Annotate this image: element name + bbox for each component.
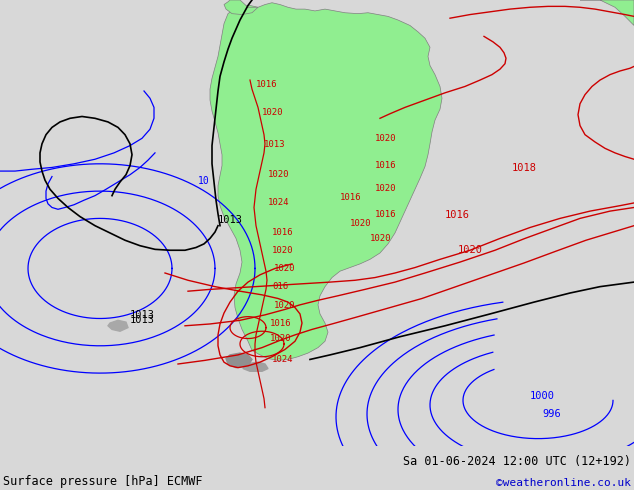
Text: 1020: 1020 <box>458 245 483 255</box>
Polygon shape <box>224 0 258 15</box>
Text: 1018: 1018 <box>512 163 537 173</box>
Text: Sa 01-06-2024 12:00 UTC (12+192): Sa 01-06-2024 12:00 UTC (12+192) <box>403 455 631 468</box>
Text: 1016: 1016 <box>375 161 396 171</box>
Text: 1020: 1020 <box>274 264 295 273</box>
Text: 1013: 1013 <box>130 316 155 325</box>
Polygon shape <box>210 3 442 360</box>
Text: 1020: 1020 <box>268 171 290 179</box>
Polygon shape <box>580 0 634 25</box>
Text: 1016: 1016 <box>272 228 294 237</box>
Polygon shape <box>243 362 268 371</box>
Text: 1016: 1016 <box>270 319 292 328</box>
Text: 1016: 1016 <box>445 210 470 221</box>
Text: 1020: 1020 <box>350 219 372 228</box>
Polygon shape <box>226 353 252 368</box>
Text: 1020: 1020 <box>370 234 392 243</box>
Text: 1024: 1024 <box>268 198 290 207</box>
Text: 1013: 1013 <box>264 141 285 149</box>
Text: 1020: 1020 <box>270 334 292 343</box>
Text: 1020: 1020 <box>262 108 283 117</box>
Text: 996: 996 <box>542 409 560 419</box>
Text: 1020: 1020 <box>272 246 294 255</box>
Text: 1020: 1020 <box>375 184 396 193</box>
Text: 1016: 1016 <box>340 193 361 202</box>
Text: ©weatheronline.co.uk: ©weatheronline.co.uk <box>496 478 631 488</box>
Text: 1016: 1016 <box>256 80 278 89</box>
Text: 10: 10 <box>198 176 210 186</box>
Text: 1000: 1000 <box>530 391 555 401</box>
Text: 1013: 1013 <box>218 215 243 225</box>
Text: 1013: 1013 <box>130 311 155 320</box>
Text: 1024: 1024 <box>272 355 294 364</box>
Text: 016: 016 <box>272 282 288 292</box>
Text: 1016: 1016 <box>375 210 396 219</box>
Text: Surface pressure [hPa] ECMWF: Surface pressure [hPa] ECMWF <box>3 474 203 488</box>
Text: 1020: 1020 <box>274 300 295 310</box>
Polygon shape <box>108 320 128 331</box>
Text: 1020: 1020 <box>375 134 396 143</box>
